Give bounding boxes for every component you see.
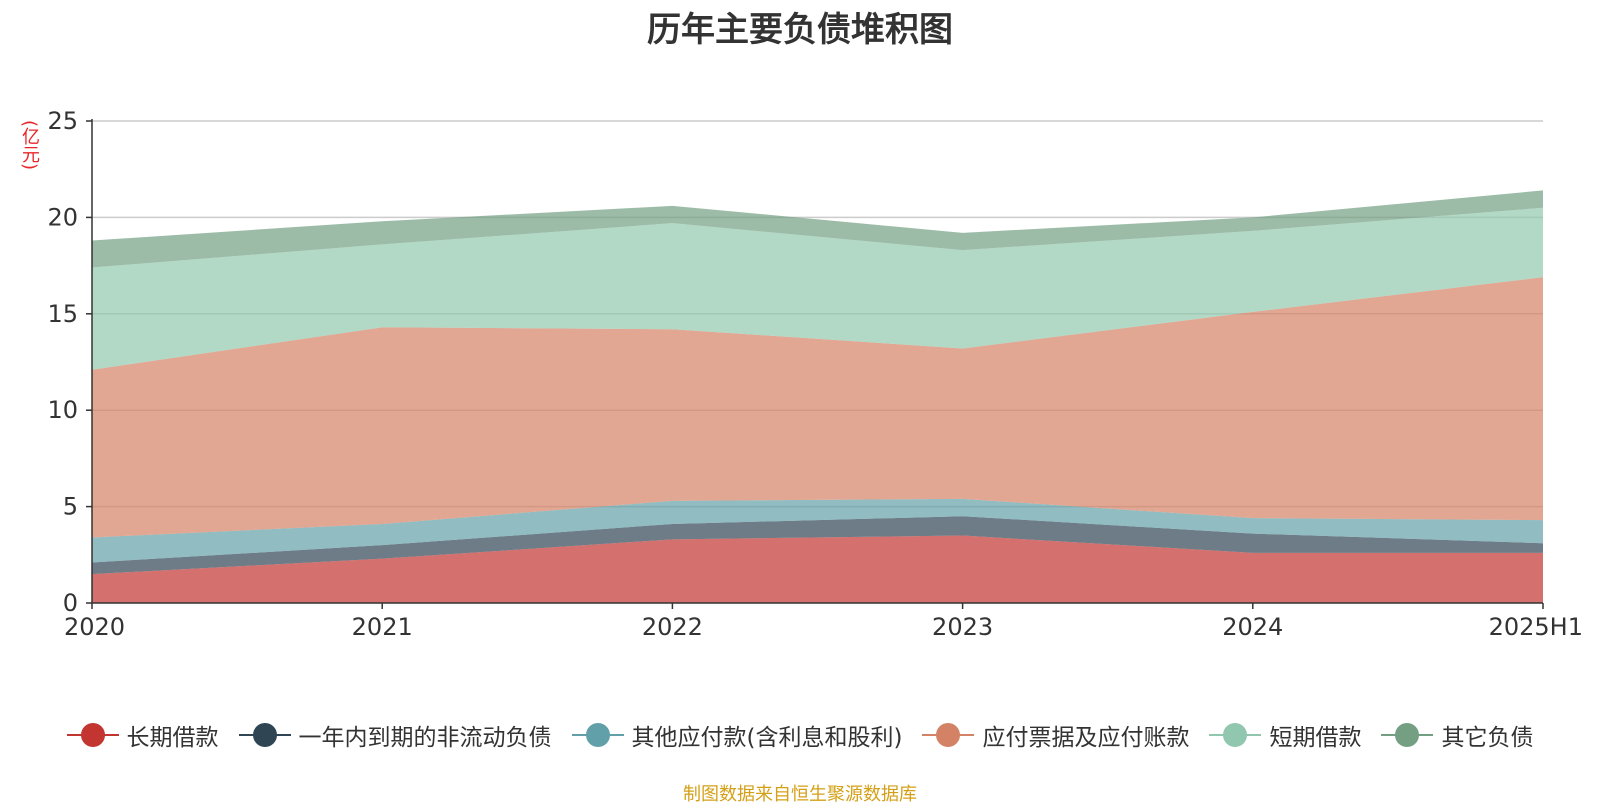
y-tick-label: 5 [63, 493, 78, 521]
y-tick-label: 20 [47, 203, 78, 231]
legend-swatch-icon [1209, 723, 1262, 747]
legend-item[interactable]: 其他应付款(含利息和股利) [571, 718, 903, 752]
legend-label: 短期借款 [1269, 725, 1362, 751]
y-tick-label: 0 [63, 589, 78, 617]
chart-title: 历年主要负债堆积图 [647, 10, 953, 50]
x-tick-label: 2023 [932, 613, 993, 641]
legend-swatch-icon [66, 723, 119, 747]
y-axis-unit: (亿元) [19, 120, 40, 171]
legend-swatch-icon [238, 723, 291, 747]
area-series-2 [92, 516, 1543, 575]
x-tick-label: 2020 [64, 613, 125, 641]
legend-item[interactable]: 应付票据及应付账款 [922, 718, 1189, 752]
legend-swatch-icon [922, 723, 975, 747]
area-series-4 [92, 277, 1543, 538]
legend-label: 应付票据及应付账款 [982, 725, 1190, 751]
legend-swatch-icon [571, 723, 624, 747]
area-series-3 [92, 498, 1543, 563]
area-series-5 [92, 207, 1543, 370]
y-tick-label: 25 [47, 107, 78, 135]
area-series-1 [92, 535, 1543, 603]
legend-item[interactable]: 短期借款 [1209, 718, 1361, 752]
y-tick-label: 15 [47, 300, 78, 328]
legend-label: 其它负债 [1441, 725, 1534, 751]
legend-label: 一年内到期的非流动负债 [298, 725, 552, 751]
x-tick-label: 2024 [1222, 613, 1283, 641]
legend-item[interactable]: 其它负债 [1381, 718, 1533, 752]
x-tick-label: 2022 [642, 613, 703, 641]
area-series-6 [92, 190, 1543, 268]
legend-swatch-icon [1381, 723, 1434, 747]
x-tick-label: 2021 [352, 613, 413, 641]
y-tick-label: 10 [47, 396, 78, 424]
legend-label: 其他应付款(含利息和股利) [631, 725, 903, 751]
legend-item[interactable]: 长期借款 [66, 718, 219, 752]
source-note: 制图数据来自恒生聚源数据库 [683, 784, 917, 805]
legend: 长期借款 一年内到期的非流动负债 其他应付款(含利息和股利) 应付票据及应付账款 短期借… [0, 718, 1600, 752]
chart-plot: 0 5 10 15 20 25 2020 2021 2022 2023 2024 2025H1 [47, 107, 1583, 641]
legend-item[interactable]: 一年内到期的非流动负债 [238, 718, 552, 752]
x-tick-label: 2025H1 [1489, 613, 1583, 641]
legend-label: 长期借款 [126, 725, 219, 751]
